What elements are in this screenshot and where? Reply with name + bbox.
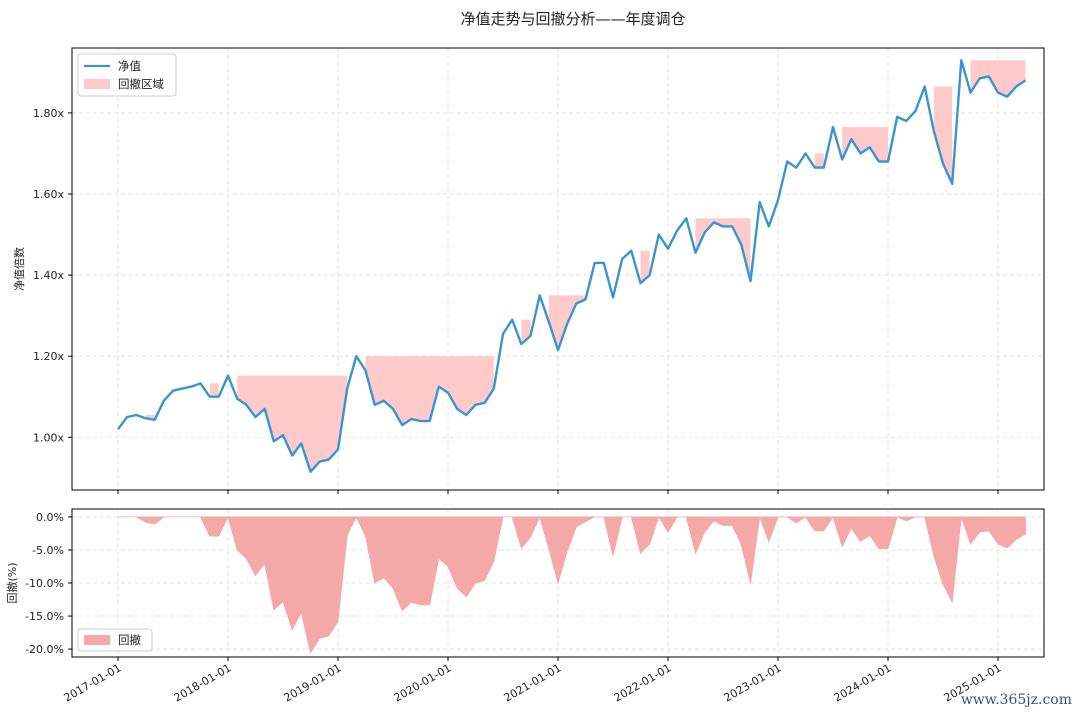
y-tick-label: 1.60x: [33, 188, 64, 201]
y-tick-label: -15.0%: [25, 610, 64, 623]
drawdown-x-ticks: 2017-01-01 2018-01-01 2019-01-01 2020-01-01…: [62, 657, 1004, 705]
drawdown-legend: 回撤: [77, 628, 153, 652]
drawdown-region: [365, 356, 494, 426]
x-tick-label: 2019-01-01: [282, 661, 344, 704]
x-tick-label: 2022-01-01: [612, 661, 674, 704]
chart-title: 净值走势与回撤分析——年度调仓: [460, 10, 685, 28]
nav-line-group: [117, 59, 1027, 473]
nav-grid: [72, 48, 1044, 490]
drawdown-region: [814, 153, 824, 168]
drawdown-ylabel: 回撤(%): [5, 562, 19, 603]
drawdown-panel: 0.0%-5.0%-10.0%-15.0%-20.0% 2017-01-01 20…: [5, 508, 1045, 705]
y-tick-label: -10.0%: [25, 577, 64, 590]
nav-panel: 1.00x 1.20x 1.40x 1.60x 1.80x 净值倍数 净值 回撤区域: [12, 47, 1045, 494]
drawdown-region: [970, 60, 1026, 97]
y-tick-label: -5.0%: [32, 544, 64, 557]
drawdown-area-group: [118, 515, 1026, 655]
x-tick-label: 2024-01-01: [832, 661, 894, 704]
drawdown-region: [521, 319, 531, 344]
x-tick-label: 2023-01-01: [722, 661, 784, 704]
nav-line: [117, 59, 1027, 473]
y-tick-label: 1.40x: [33, 269, 64, 282]
drawdown-region: [842, 127, 888, 162]
drawdown-legend-box: [77, 628, 153, 652]
y-tick-label: 0.0%: [36, 511, 64, 524]
nav-y-ticks: 1.00x 1.20x 1.40x 1.60x 1.80x: [33, 107, 72, 444]
drawdown-region: [933, 86, 953, 184]
nav-x-ticks: [117, 490, 999, 494]
nav-legend-label: 净值: [118, 59, 141, 73]
drawdown-area: [118, 515, 1026, 655]
drawdown-y-ticks: 0.0% -5.0% -10.0% -15.0% -20.0%: [25, 511, 72, 656]
drawdown-legend-swatch: [84, 635, 110, 645]
y-tick-label: 1.20x: [33, 350, 64, 363]
nav-legend: 净值 回撤区域: [77, 53, 177, 97]
drawdown-region: [237, 375, 348, 472]
drawdown-region: [209, 383, 219, 397]
drawdown-region-legend-label: 回撤区域: [118, 77, 164, 91]
x-tick-label: 2021-01-01: [502, 661, 564, 704]
drawdown-region-legend-swatch: [84, 79, 110, 89]
drawdown-legend-label: 回撤: [118, 633, 141, 647]
watermark: www.365jz.com: [961, 692, 1072, 708]
y-tick-label: -20.0%: [25, 643, 64, 656]
x-tick-label: 2017-01-01: [62, 661, 124, 704]
y-tick-label: 1.80x: [33, 107, 64, 120]
nav-ylabel: 净值倍数: [12, 247, 26, 291]
x-tick-label: 2018-01-01: [172, 661, 234, 704]
x-tick-label: 2020-01-01: [392, 661, 454, 704]
y-tick-label: 1.00x: [33, 431, 64, 444]
drawdown-region: [640, 250, 650, 284]
